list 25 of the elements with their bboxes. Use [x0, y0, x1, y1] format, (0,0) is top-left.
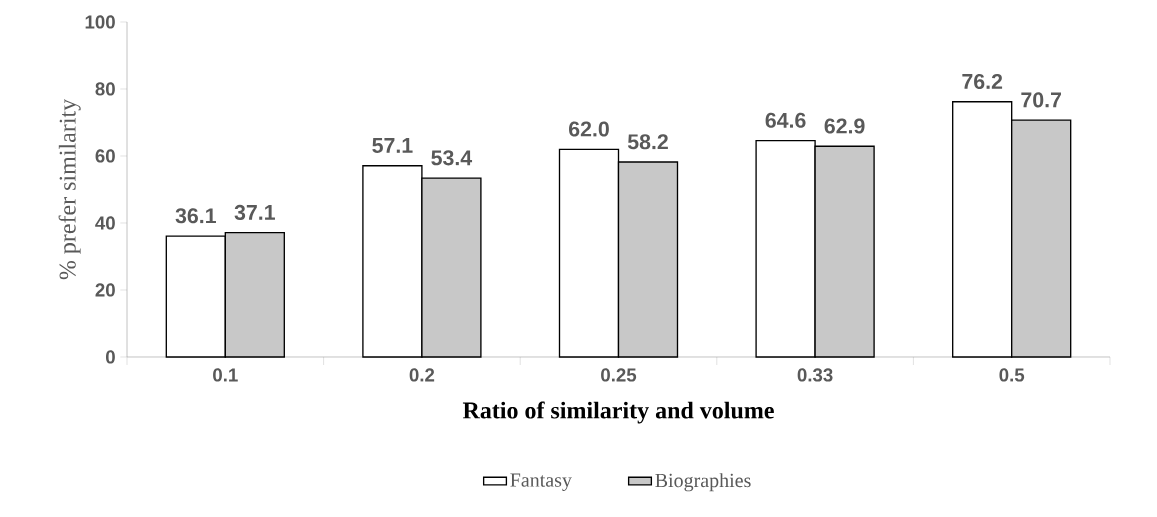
data-label: 64.6	[765, 112, 806, 128]
data-label: 53.4	[431, 150, 473, 166]
data-label: 76.2	[962, 73, 1003, 90]
data-label: 37.1	[234, 204, 275, 220]
data-label: 62.9	[824, 118, 865, 134]
x-tick-label: 0.5	[999, 368, 1025, 382]
legend-label: Biographies	[655, 473, 751, 492]
data-label: 57.1	[372, 138, 413, 153]
y-axis-title: % prefer similarity	[58, 98, 81, 280]
y-tick-label: 20	[95, 283, 115, 297]
y-tick-label: 0	[105, 350, 115, 364]
x-axis-title: Ratio of similarity and volume	[462, 401, 774, 424]
x-tick-label: 0.1	[213, 368, 238, 382]
y-tick-label: 100	[85, 15, 115, 29]
data-label: 36.1	[175, 208, 216, 224]
y-tick-label: 40	[95, 216, 115, 230]
y-tick-label: 60	[95, 149, 115, 163]
data-label: 62.0	[569, 121, 609, 137]
legend-label: Fantasy	[510, 473, 572, 491]
y-tick-label: 80	[95, 82, 115, 96]
x-tick-label: 0.2	[409, 368, 435, 382]
data-label: 70.7	[1021, 92, 1061, 108]
x-tick-label: 0.25	[601, 368, 637, 382]
x-tick-label: 0.33	[797, 368, 833, 382]
data-label: 58.2	[627, 134, 668, 150]
